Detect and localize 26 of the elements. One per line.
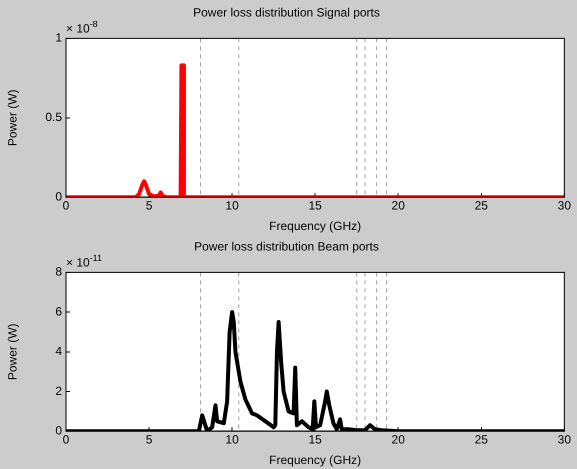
- x-tick-label: 5: [146, 432, 153, 447]
- y-tick-label: 0: [55, 424, 62, 438]
- chart-title: Power loss distribution Beam ports: [194, 240, 379, 254]
- x-tick-label: 30: [558, 198, 572, 213]
- x-axis-title: Frequency (GHz): [269, 219, 362, 234]
- x-tick-label: 5: [146, 198, 153, 213]
- x-tick-label: 20: [392, 198, 406, 213]
- x-tick-label: 30: [558, 432, 572, 447]
- chart-title: Power loss distribution Signal ports: [193, 6, 380, 20]
- y-tick-label: 1: [55, 30, 62, 45]
- y-axis-title: Power (W): [6, 89, 20, 146]
- y-tick-label: 8: [55, 264, 62, 279]
- x-tick-label: 25: [474, 198, 488, 213]
- x-axis-title: Frequency (GHz): [269, 453, 362, 468]
- y-tick-label: 0: [55, 190, 62, 204]
- x-tick-label: 10: [225, 198, 240, 213]
- y-axis-title: Power (W): [6, 323, 20, 380]
- y-tick-label: 4: [55, 344, 62, 358]
- x-tick-label: 15: [308, 198, 322, 213]
- x-tick-label: 20: [392, 432, 406, 447]
- x-tick-label: 10: [225, 432, 240, 447]
- x-tick-label: 15: [308, 432, 322, 447]
- y-tick-label: 0.5: [45, 110, 62, 124]
- y-tick-label: 2: [55, 384, 62, 398]
- x-tick-label: 25: [474, 432, 488, 447]
- y-tick-label: 6: [55, 304, 62, 318]
